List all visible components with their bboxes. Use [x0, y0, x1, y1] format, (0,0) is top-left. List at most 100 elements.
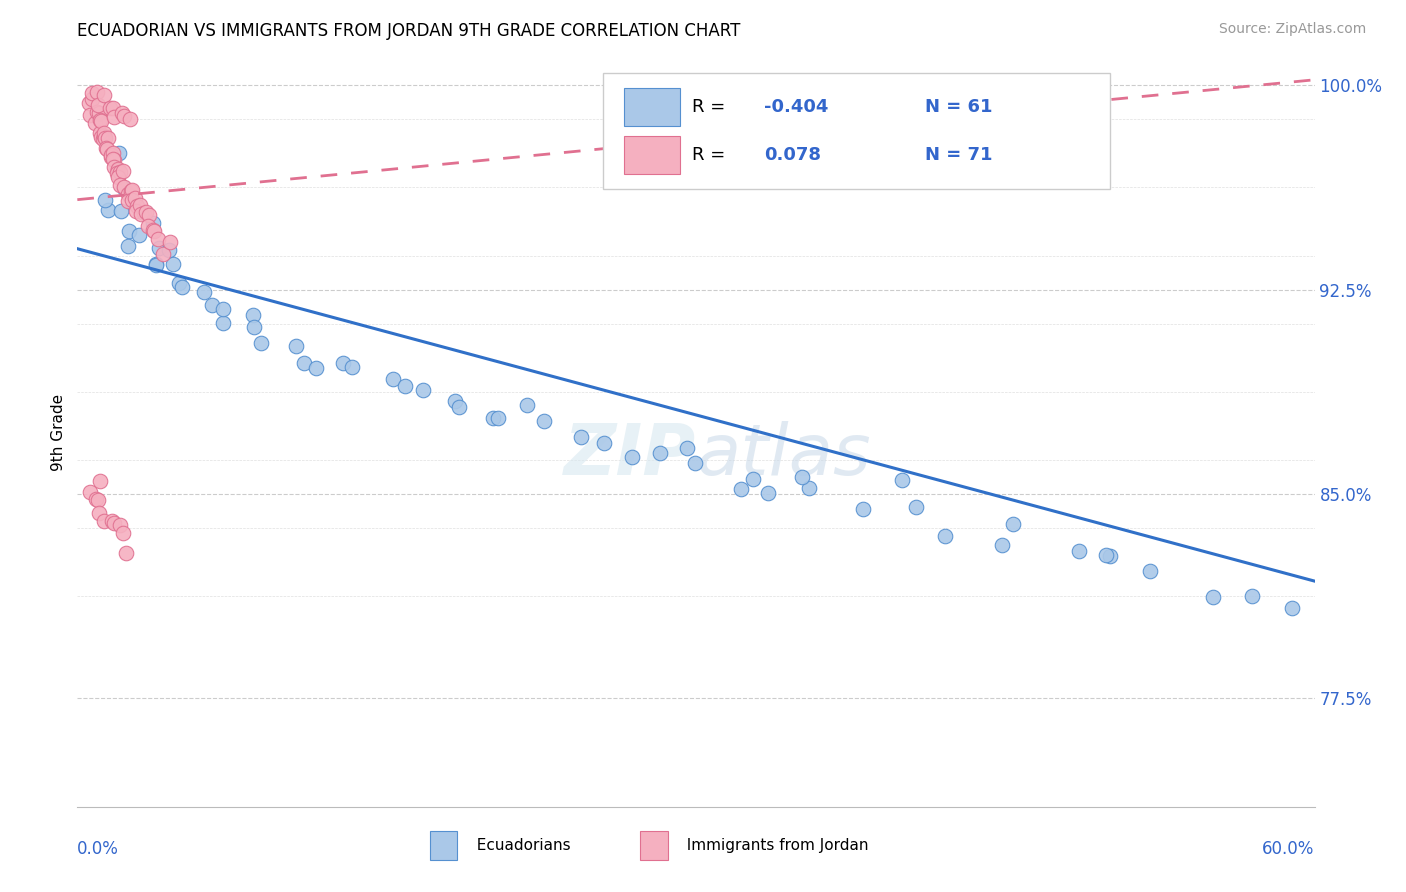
Point — [162, 257, 184, 271]
Text: -0.404: -0.404 — [763, 98, 828, 116]
Point — [1001, 517, 1024, 532]
Text: ZIP: ZIP — [564, 421, 696, 490]
Point — [77, 96, 100, 111]
Point — [90, 129, 112, 144]
Point — [112, 526, 135, 541]
Point — [569, 430, 592, 444]
Text: atlas: atlas — [696, 421, 870, 490]
Point — [128, 228, 150, 243]
Point — [84, 491, 107, 506]
Point — [89, 474, 111, 488]
Point — [648, 446, 671, 460]
Point — [305, 361, 328, 376]
Point — [98, 101, 121, 115]
Point — [621, 450, 644, 465]
Point — [111, 164, 134, 178]
Point — [107, 146, 129, 161]
Point — [1240, 589, 1263, 603]
FancyBboxPatch shape — [430, 831, 457, 860]
Point — [87, 492, 110, 507]
Point — [852, 502, 875, 516]
Point — [1139, 564, 1161, 578]
Point — [87, 98, 110, 112]
Point — [730, 483, 752, 497]
Point — [93, 514, 115, 528]
Point — [905, 500, 928, 515]
Text: R =: R = — [692, 98, 731, 116]
Point — [1098, 549, 1121, 563]
Point — [94, 131, 117, 145]
Point — [94, 140, 117, 154]
Point — [797, 481, 820, 495]
Point — [97, 202, 120, 217]
Point — [212, 316, 235, 330]
Point — [1095, 549, 1118, 563]
Text: 0.0%: 0.0% — [77, 840, 120, 858]
Point — [683, 457, 706, 471]
Point — [107, 163, 129, 178]
Point — [117, 238, 139, 252]
Point — [1281, 601, 1303, 615]
FancyBboxPatch shape — [624, 88, 681, 126]
FancyBboxPatch shape — [603, 73, 1111, 189]
Text: Ecuadorians: Ecuadorians — [467, 838, 571, 853]
Point — [292, 355, 315, 369]
Point — [934, 529, 956, 543]
Point — [482, 410, 505, 425]
Point — [112, 110, 135, 124]
Text: Immigrants from Jordan: Immigrants from Jordan — [678, 838, 869, 853]
Point — [117, 187, 139, 202]
Point — [114, 545, 136, 559]
Point — [148, 231, 170, 245]
Point — [103, 145, 125, 160]
Point — [90, 113, 112, 128]
Point — [101, 152, 124, 166]
Point — [103, 516, 125, 531]
Point — [93, 126, 115, 140]
Point — [340, 359, 363, 374]
Point — [112, 181, 135, 195]
Point — [742, 472, 765, 486]
Point — [142, 216, 165, 230]
Point — [79, 108, 101, 122]
Point — [516, 398, 538, 412]
Point — [80, 87, 103, 101]
Point — [152, 246, 174, 260]
Point — [100, 514, 122, 528]
Point — [100, 150, 122, 164]
Point — [114, 180, 136, 194]
Point — [676, 442, 699, 456]
Point — [756, 486, 779, 500]
Text: Source: ZipAtlas.com: Source: ZipAtlas.com — [1219, 22, 1367, 37]
Point — [1202, 590, 1225, 604]
Point — [141, 223, 163, 237]
Point — [110, 518, 132, 533]
Point — [128, 198, 150, 212]
Point — [486, 411, 509, 425]
Point — [242, 308, 264, 322]
Point — [87, 105, 110, 120]
Point — [110, 204, 132, 219]
Point — [97, 131, 120, 145]
Point — [120, 185, 142, 199]
Point — [93, 129, 115, 144]
Point — [91, 132, 114, 146]
Point — [167, 276, 190, 290]
Point — [134, 206, 156, 220]
Text: R =: R = — [692, 146, 731, 164]
Point — [107, 169, 129, 184]
Point — [124, 203, 146, 218]
Point — [108, 178, 131, 192]
Point — [107, 162, 129, 177]
Point — [792, 470, 814, 484]
Point — [1067, 544, 1090, 558]
Point — [86, 85, 108, 99]
Point — [242, 320, 264, 334]
Text: N = 61: N = 61 — [925, 98, 993, 116]
Point — [84, 116, 107, 130]
Point — [125, 199, 148, 213]
Point — [592, 436, 614, 450]
Point — [394, 379, 416, 393]
Point — [148, 241, 170, 255]
Point — [89, 112, 111, 127]
